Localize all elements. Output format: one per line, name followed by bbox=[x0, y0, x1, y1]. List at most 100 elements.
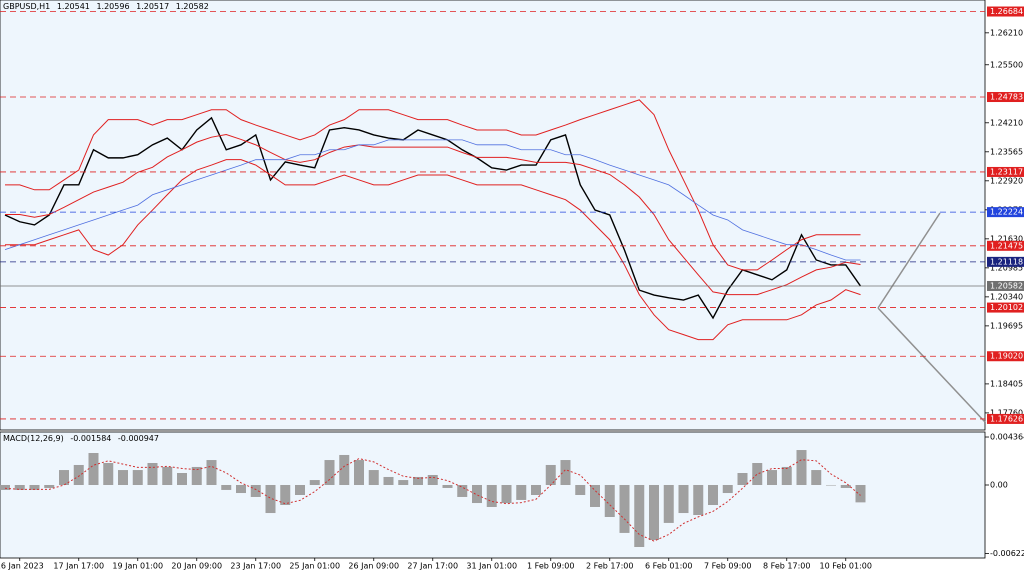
histogram-bar bbox=[132, 470, 143, 485]
x-tick-label: 2 Feb 17:00 bbox=[586, 562, 633, 571]
macd-title: MACD(12,26,9) bbox=[3, 434, 64, 443]
histogram-bar bbox=[840, 484, 851, 488]
level-label-box bbox=[987, 6, 1024, 17]
series-line bbox=[4, 116, 862, 320]
histogram-bar bbox=[752, 463, 763, 485]
x-tick-label: 31 Jan 01:00 bbox=[466, 562, 517, 571]
histogram-bar bbox=[44, 484, 55, 488]
level-label-box bbox=[987, 166, 1024, 177]
histogram-bar bbox=[590, 484, 600, 507]
x-tick-label: 19 Jan 01:00 bbox=[112, 562, 163, 571]
histogram-bar bbox=[324, 460, 335, 485]
histogram-bar bbox=[206, 460, 217, 485]
histogram-bar bbox=[280, 484, 291, 506]
level-label: 1.26684 bbox=[990, 7, 1023, 16]
histogram-bar bbox=[678, 484, 689, 514]
histogram-bar bbox=[796, 450, 807, 485]
histogram-bar bbox=[118, 470, 128, 485]
level-label: 1.21118 bbox=[990, 257, 1023, 266]
histogram-bar bbox=[693, 484, 704, 516]
histogram-bar bbox=[339, 454, 350, 485]
histogram-bar bbox=[162, 466, 173, 485]
histogram-bar bbox=[781, 466, 792, 485]
x-tick-label: 27 Jan 17:00 bbox=[407, 562, 458, 571]
y-tick-label: 1.20340 bbox=[990, 292, 1023, 301]
histogram-bar bbox=[221, 484, 232, 490]
histogram-bar bbox=[457, 484, 468, 497]
x-tick-label: 16 Jan 2023 bbox=[0, 562, 44, 571]
histogram-bar bbox=[516, 484, 527, 500]
histogram-bar bbox=[811, 470, 822, 485]
series-line bbox=[5, 99, 861, 271]
series-line bbox=[5, 133, 861, 296]
level-label-box bbox=[987, 302, 1024, 313]
histogram-bar bbox=[73, 464, 84, 485]
y-tick-label: 1.25500 bbox=[990, 60, 1023, 69]
histogram-bar bbox=[663, 484, 674, 523]
series-line bbox=[4, 139, 861, 261]
histogram-bar bbox=[295, 484, 305, 495]
level-label-box bbox=[987, 92, 1024, 103]
level-label: 1.24783 bbox=[990, 93, 1023, 102]
histogram-bar bbox=[309, 480, 320, 485]
histogram-bar bbox=[103, 463, 114, 485]
histogram-bar bbox=[826, 484, 836, 486]
series-line bbox=[5, 159, 861, 341]
x-tick-label: 10 Feb 01:00 bbox=[820, 562, 872, 571]
price-panel bbox=[0, 0, 986, 431]
level-label: 1.23117 bbox=[990, 167, 1023, 176]
level-label-box bbox=[987, 256, 1024, 267]
histogram-bar bbox=[604, 484, 615, 517]
macd-main: -0.001584 bbox=[70, 434, 111, 443]
histogram-bar bbox=[486, 484, 497, 507]
open: 1.20541 bbox=[57, 2, 90, 11]
histogram-bar bbox=[250, 484, 261, 497]
histogram-bar bbox=[236, 484, 246, 494]
plot: 1.26210 1.25500 1.24210 1.23565 1.22920 1.222… bbox=[0, 6, 1024, 571]
y-tick-label: -0.006228 bbox=[990, 549, 1024, 558]
symbol: GBPUSD,H1 bbox=[3, 2, 50, 11]
y-tick-label: 1.21630 bbox=[990, 234, 1023, 243]
level-label: 1.21475 bbox=[990, 241, 1023, 250]
histogram-bar bbox=[29, 484, 40, 490]
level-label-box bbox=[987, 240, 1024, 251]
x-tick-label: 7 Feb 09:00 bbox=[704, 562, 751, 571]
close: 1.20582 bbox=[176, 2, 209, 11]
y-tick-label: 1.23565 bbox=[990, 147, 1023, 156]
level-label: 1.20582 bbox=[990, 281, 1023, 290]
x-tick-label: 26 Jan 09:00 bbox=[348, 562, 399, 571]
y-tick-label: 1.19695 bbox=[990, 321, 1023, 330]
histogram-bar bbox=[855, 484, 866, 503]
histogram-bar bbox=[545, 464, 556, 485]
level-label-box bbox=[987, 351, 1024, 362]
y-tick-label: 1.22920 bbox=[990, 176, 1023, 185]
histogram-bar bbox=[354, 460, 364, 485]
histogram-bar bbox=[560, 460, 571, 485]
histogram-bar bbox=[767, 470, 777, 485]
low: 1.20517 bbox=[136, 2, 169, 11]
y-tick-label: 1.26210 bbox=[990, 28, 1023, 37]
level-label: 1.17626 bbox=[990, 414, 1023, 423]
histogram-bar bbox=[501, 484, 512, 504]
histogram-bar bbox=[472, 484, 482, 504]
x-tick-label: 17 Jan 17:00 bbox=[53, 562, 104, 571]
histogram-bar bbox=[634, 484, 645, 548]
histogram-bar bbox=[575, 484, 586, 495]
macd-signal: -0.000947 bbox=[118, 434, 159, 443]
y-tick-label: 1.17760 bbox=[990, 408, 1023, 417]
histogram-bar bbox=[368, 470, 379, 485]
histogram-bar bbox=[88, 453, 99, 485]
x-tick-label: 1 Feb 09:00 bbox=[527, 562, 574, 571]
histogram-bar bbox=[59, 470, 69, 485]
level-label-box bbox=[987, 280, 1024, 291]
level-label: 1.20102 bbox=[990, 303, 1023, 312]
level-label-box bbox=[987, 207, 1024, 218]
histogram-bar bbox=[619, 484, 630, 533]
histogram-bar bbox=[413, 476, 423, 485]
histogram-bar bbox=[649, 484, 659, 540]
histogram-bar bbox=[708, 484, 718, 506]
level-label: 1.19020 bbox=[990, 352, 1023, 361]
histogram-bar bbox=[0, 484, 10, 490]
